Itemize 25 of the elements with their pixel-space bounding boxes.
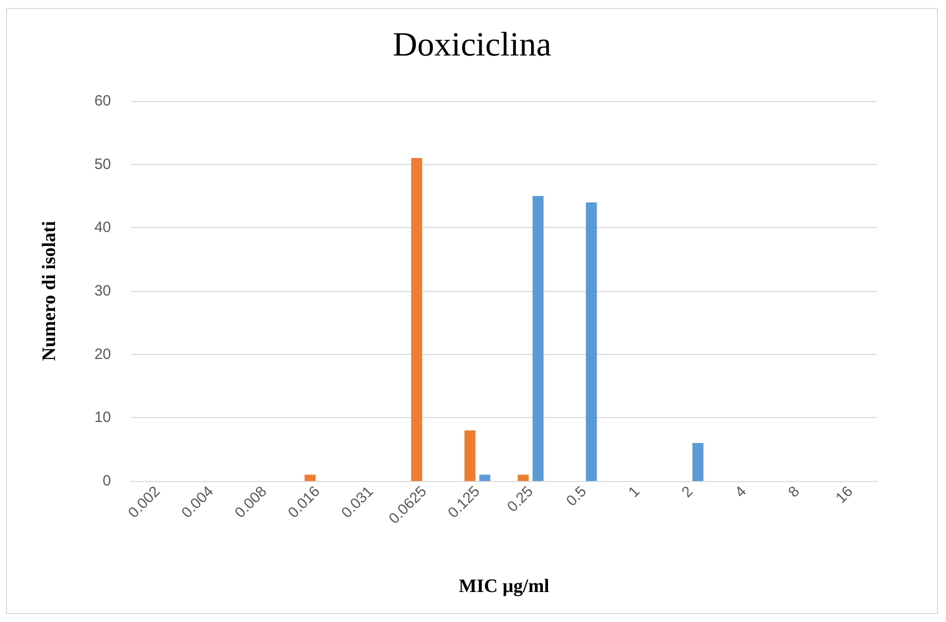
y-tick-label: 40 [94,219,111,236]
x-tick-label: 1 [625,482,644,501]
y-tick-label: 10 [94,409,111,426]
y-tick-label: 30 [94,282,111,300]
y-tick-label: 60 [94,92,111,110]
chart-title: Doxiciclina [392,26,552,64]
bar [411,158,422,481]
bar [479,474,490,481]
bar [304,474,316,481]
x-tick-label: 0.5 [563,482,590,510]
x-tick-label: 4 [732,482,750,501]
x-axis-title: MIC µg/ml [458,576,550,597]
x-tick-label: 2 [678,482,697,501]
y-axis-title: Numero di isolati [39,220,60,362]
y-tick-label: 20 [94,346,111,363]
x-tick-label: 16 [832,482,856,507]
x-tick-label: 0.25 [504,482,537,516]
bar [692,443,704,481]
y-tick-label: 50 [94,156,111,173]
bar [586,202,597,481]
bar [532,196,544,481]
y-tick-label: 0 [102,472,111,490]
x-tick-label: 8 [785,482,804,501]
bar [518,474,529,481]
bar [464,430,476,481]
